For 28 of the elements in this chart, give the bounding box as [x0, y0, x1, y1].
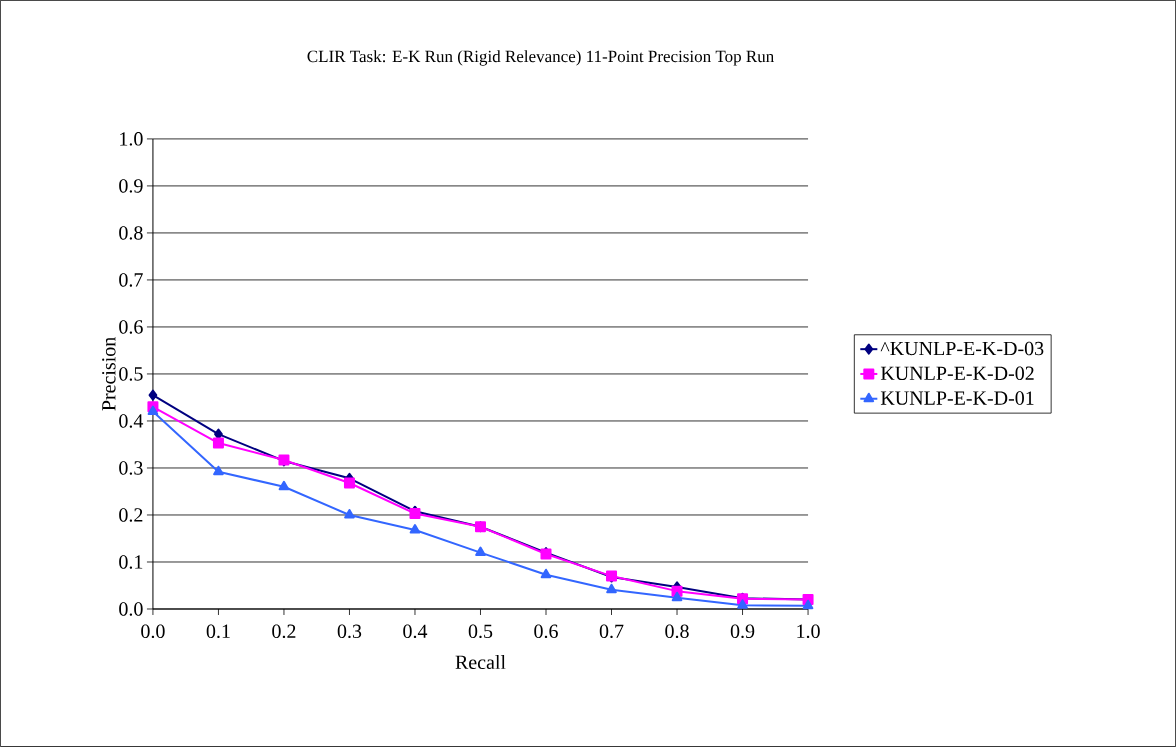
y-tick-label: 0.6: [119, 320, 143, 334]
x-tick-label: 0.3: [337, 624, 362, 639]
x-tick-label: 0.6: [534, 624, 558, 639]
x-tick-label: 1.0: [797, 624, 820, 639]
y-tick-label: 0.7: [119, 273, 143, 287]
y-tick-label: 0.1: [119, 555, 143, 569]
x-tick-label: 0.8: [665, 624, 689, 639]
y-tick-label: 0.2: [119, 508, 143, 522]
x-tick-label: 0.0: [141, 624, 165, 639]
x-axis-title: Recall: [455, 654, 506, 670]
y-tick-label: 1.0: [120, 132, 143, 146]
y-axis-title: Precision: [102, 337, 116, 411]
y-tick-label: 0.4: [119, 414, 144, 428]
y-tick-label: 0.9: [119, 179, 143, 193]
legend-label: ^KUNLP-E-K-D-03: [880, 341, 1044, 356]
x-tick-label: 0.2: [272, 624, 296, 639]
chart-title: CLIR Task: E-K Run (Rigid Relevance) 11-Point Precision Top Run: [307, 50, 774, 66]
x-tick-label: 0.5: [468, 624, 493, 639]
y-tick-label: 0.3: [119, 461, 143, 475]
x-tick-label: 0.7: [599, 624, 624, 639]
y-tick-label: 0.5: [119, 367, 143, 381]
y-tick-label: 0.8: [119, 226, 143, 240]
legend-label: KUNLP-E-K-D-02: [880, 366, 1034, 381]
x-tick-label: 0.4: [403, 624, 428, 639]
x-tick-label: 0.9: [730, 624, 755, 639]
x-tick-label: 0.1: [206, 624, 230, 639]
legend-label: KUNLP-E-K-D-01: [880, 391, 1034, 405]
y-tick-label: 0.0: [119, 602, 143, 616]
